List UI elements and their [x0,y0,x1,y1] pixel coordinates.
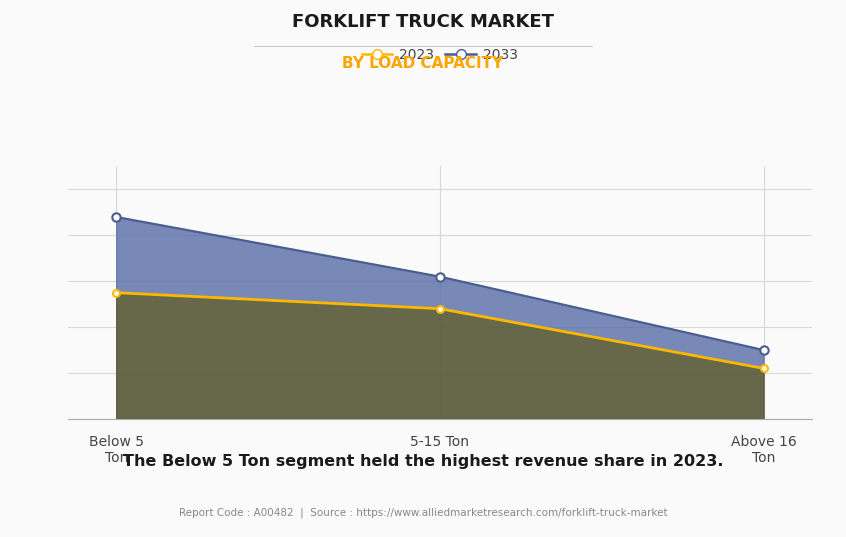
Text: The Below 5 Ton segment held the highest revenue share in 2023.: The Below 5 Ton segment held the highest… [123,454,723,469]
Text: Report Code : A00482  |  Source : https://www.alliedmarketresearch.com/forklift-: Report Code : A00482 | Source : https://… [179,507,667,518]
Text: FORKLIFT TRUCK MARKET: FORKLIFT TRUCK MARKET [292,13,554,32]
Text: BY LOAD CAPACITY: BY LOAD CAPACITY [343,56,503,71]
Legend: 2023, 2033: 2023, 2033 [356,42,524,67]
